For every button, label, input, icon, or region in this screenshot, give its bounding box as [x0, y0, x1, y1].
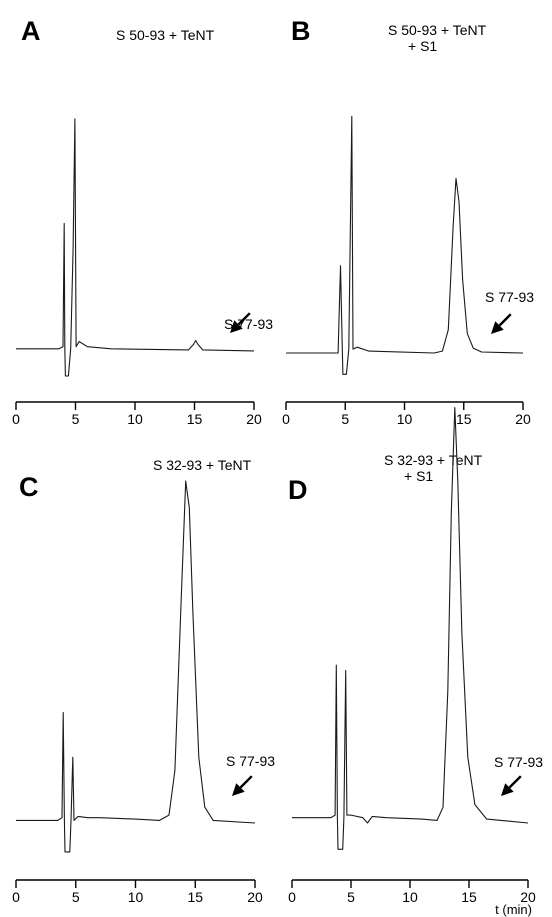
arrow-shaft [239, 775, 253, 789]
peak-annotation-label: S 77-93 [485, 289, 534, 305]
x-tick-label: 5 [341, 411, 349, 427]
panel-title-line2: + S1 [404, 468, 433, 484]
arrow-head [230, 320, 243, 333]
arrow-shaft [498, 313, 512, 327]
x-tick-label: 15 [461, 889, 477, 905]
chart-panel-d: DS 32-93 + TeNT+ S10 5 10 15 20t (min)S 77-9… [288, 406, 543, 917]
x-tick-label: 10 [397, 411, 413, 427]
chromatogram-trace [16, 480, 256, 853]
panel-title: S 50-93 + TeNT [116, 27, 215, 43]
arrow-head [232, 783, 245, 796]
x-tick-label: 0 [12, 889, 20, 905]
x-tick-label: 5 [72, 411, 80, 427]
x-tick-label: 10 [128, 889, 144, 905]
chromatogram-trace [286, 115, 524, 375]
x-tick-label: 15 [187, 411, 203, 427]
chart-panel-c: C S 32-93 + TeNT 0 5 10 15 20 S 77-93 [12, 457, 275, 905]
x-tick-label: 0 [282, 411, 290, 427]
x-tick-label: 15 [456, 411, 472, 427]
arrow-head [491, 321, 504, 334]
x-tick-label: 5 [347, 889, 355, 905]
x-tick-label: 20 [515, 411, 531, 427]
panel-title-line2: + S1 [408, 38, 437, 54]
panel-letter: D [288, 475, 308, 505]
panel-title: S 50-93 + TeNT [388, 22, 487, 38]
chart-panel-b: B S 50-93 + TeNT+ S1 0 5 10 15 20 S 77-93 [282, 16, 534, 427]
x-axis-label: t (min) [495, 902, 532, 917]
x-tick-label: 20 [247, 889, 263, 905]
peak-annotation-label: S 77-93 [226, 753, 275, 769]
arrow-shaft [237, 312, 251, 326]
peak-annotation-label: S 77-93 [494, 754, 543, 770]
arrow-head [501, 783, 514, 796]
x-tick-label: 15 [187, 889, 203, 905]
panel-title: S 32-93 + TeNT [153, 457, 252, 473]
x-tick-label: 0 [288, 889, 296, 905]
chromatogram-trace [16, 118, 255, 377]
x-tick-label: 10 [127, 411, 143, 427]
x-tick-label: 10 [402, 889, 418, 905]
x-tick-label: 0 [12, 411, 20, 427]
panel-letter: C [19, 472, 39, 502]
x-tick-label: 5 [72, 889, 80, 905]
chromatogram-trace [292, 406, 529, 850]
x-tick-label: 20 [246, 411, 262, 427]
x-tick-label: 20 [520, 889, 536, 905]
panel-letter: B [291, 16, 311, 46]
arrow-shaft [508, 775, 522, 789]
panel-letter: A [21, 16, 41, 46]
panel-title: S 32-93 + TeNT [384, 452, 483, 468]
